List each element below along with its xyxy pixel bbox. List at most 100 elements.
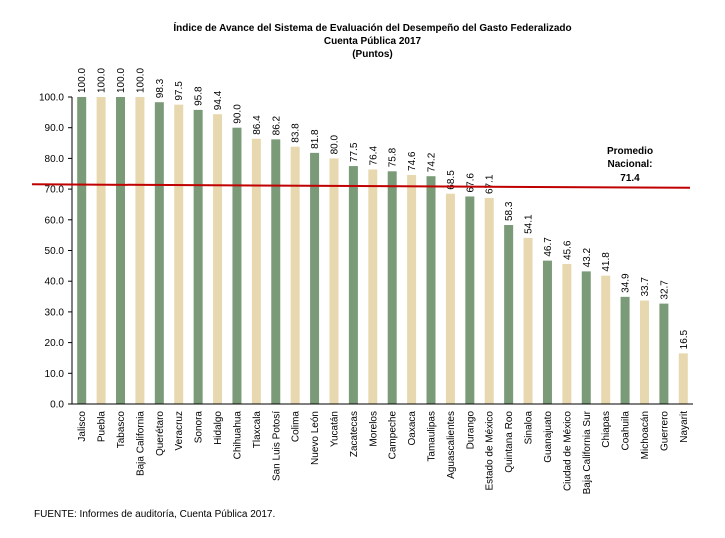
category-label: Chihuahua xyxy=(232,411,243,460)
bar xyxy=(290,146,300,404)
bar-value-label: 94.4 xyxy=(213,90,224,110)
bar-value-label: 100.0 xyxy=(135,68,146,93)
bar-value-label: 100.0 xyxy=(116,68,127,93)
bar xyxy=(174,104,184,405)
bar-value-label: 76.4 xyxy=(368,146,379,166)
bar-value-label: 86.4 xyxy=(252,115,263,135)
bar-value-label: 83.8 xyxy=(291,123,302,143)
bar-value-label: 43.2 xyxy=(582,247,593,267)
category-label: Nuevo León xyxy=(310,411,321,465)
bar xyxy=(251,138,261,404)
bar xyxy=(348,166,358,404)
bar xyxy=(135,97,145,404)
y-tick-label: 80.0 xyxy=(45,154,65,165)
category-label: San Luis Potosí xyxy=(271,411,282,481)
bar-value-label: 67.6 xyxy=(465,173,476,193)
bar xyxy=(465,196,475,404)
bar xyxy=(387,171,397,404)
average-line xyxy=(31,183,691,189)
bar-value-label: 86.2 xyxy=(271,115,282,135)
bar-value-label: 81.8 xyxy=(310,129,321,149)
category-label: Sonora xyxy=(194,411,205,444)
bar xyxy=(310,152,320,404)
category-label: Yucatán xyxy=(329,411,340,447)
average-label-line2: Nacional: xyxy=(607,159,652,170)
category-label: Ciudad de México xyxy=(562,411,573,491)
bar-value-label: 97.5 xyxy=(174,81,185,101)
bar xyxy=(329,158,339,404)
category-label: Chiapas xyxy=(601,411,612,448)
y-tick-label: 20.0 xyxy=(45,338,65,349)
bar xyxy=(562,264,572,404)
bar-value-label: 45.6 xyxy=(562,240,573,260)
bar-value-label: 100.0 xyxy=(97,68,108,93)
bar xyxy=(96,97,106,404)
bar xyxy=(523,237,533,404)
bar-value-label: 33.7 xyxy=(640,277,651,297)
category-label: Nayarit xyxy=(679,411,690,443)
y-tick-label: 90.0 xyxy=(45,123,65,134)
bar-value-label: 75.8 xyxy=(388,147,399,167)
bar xyxy=(504,225,514,404)
bar xyxy=(581,271,591,404)
bar xyxy=(193,109,203,405)
category-label: Puebla xyxy=(97,411,108,443)
chart-unit-label: (Puntos) xyxy=(352,49,393,60)
category-label: Zacatecas xyxy=(349,411,360,457)
category-label: Aguascalientes xyxy=(446,411,457,479)
bar xyxy=(639,300,649,404)
bar xyxy=(445,193,455,404)
category-label: Querétaro xyxy=(155,411,166,456)
category-label: Morelos xyxy=(368,411,379,447)
average-label-line1: Promedio xyxy=(607,146,653,157)
bar xyxy=(271,139,281,404)
y-tick-label: 30.0 xyxy=(45,307,65,318)
chart-subtitle: Cuenta Pública 2017 xyxy=(323,36,422,47)
bar-value-label: 90.0 xyxy=(232,104,243,124)
category-label: Campeche xyxy=(388,411,399,460)
bar xyxy=(542,260,552,404)
bar-value-label: 54.1 xyxy=(524,214,535,234)
category-label: Jalisco xyxy=(77,411,88,442)
category-label: Quintana Roo xyxy=(504,411,515,473)
bar xyxy=(232,127,242,404)
average-value-label: 71.4 xyxy=(620,173,640,184)
category-label: Guanajuato xyxy=(543,411,554,463)
bar-value-label: 98.3 xyxy=(155,78,166,98)
category-label: Coahuila xyxy=(621,411,632,451)
bar-value-label: 32.7 xyxy=(659,280,670,300)
bar-value-label: 68.5 xyxy=(446,170,457,190)
bar xyxy=(601,275,611,404)
category-label: Veracruz xyxy=(174,411,185,450)
bar xyxy=(116,97,126,404)
y-tick-label: 40.0 xyxy=(45,277,65,288)
bar-value-label: 46.7 xyxy=(543,237,554,257)
category-label: Hidalgo xyxy=(213,411,224,445)
bar-value-label: 41.8 xyxy=(601,252,612,272)
category-label: Tamaulipas xyxy=(427,411,438,462)
bar xyxy=(620,296,630,404)
category-label: Baja California xyxy=(135,411,146,476)
category-label: Michoacán xyxy=(640,411,651,459)
bar-value-label: 77.5 xyxy=(349,142,360,162)
y-tick-label: 10.0 xyxy=(45,369,65,380)
chart-title: Índice de Avance del Sistema de Evaluaci… xyxy=(173,23,572,34)
bar-value-label: 95.8 xyxy=(194,86,205,106)
bar-value-label: 16.5 xyxy=(679,329,690,349)
category-label: Tabasco xyxy=(116,411,127,449)
bar xyxy=(407,174,417,404)
category-label: Baja California Sur xyxy=(582,410,593,494)
y-tick-label: 60.0 xyxy=(45,215,65,226)
bar-value-label: 67.1 xyxy=(485,174,496,194)
category-label: Estado de México xyxy=(485,411,496,491)
bar xyxy=(426,176,436,404)
category-label: Oaxaca xyxy=(407,411,418,446)
bar-value-label: 74.2 xyxy=(427,152,438,172)
bar xyxy=(678,353,688,404)
bar xyxy=(77,97,87,404)
category-label: Guerrero xyxy=(659,411,670,451)
source-note: FUENTE: Informes de auditoría, Cuenta Pú… xyxy=(34,509,276,520)
bar-value-label: 74.6 xyxy=(407,151,418,171)
category-label: Colima xyxy=(291,411,302,443)
